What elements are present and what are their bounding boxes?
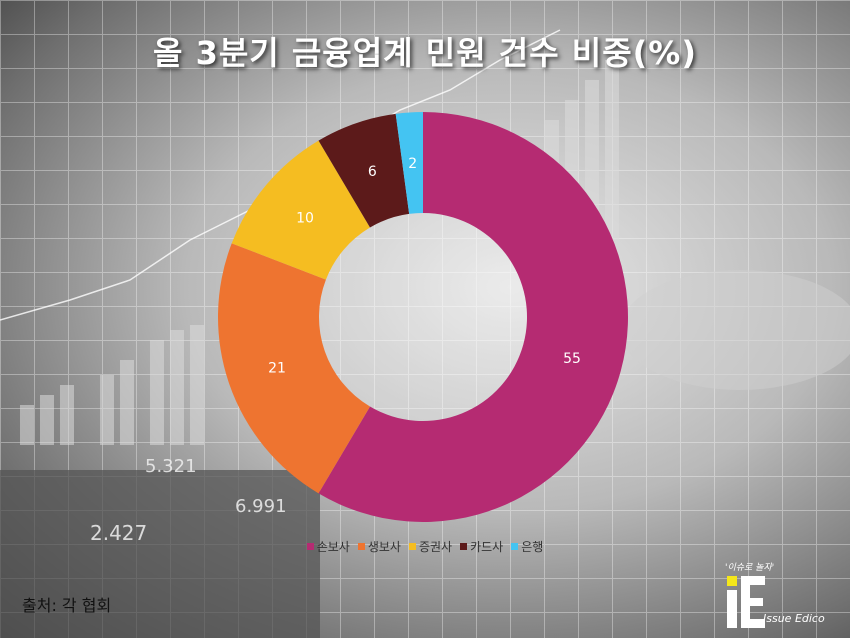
legend-label: 카드사 <box>470 540 504 554</box>
legend-item-손보사: 손보사 <box>306 538 350 555</box>
legend-swatch <box>357 543 365 550</box>
donut-hole <box>319 213 527 421</box>
svg-text:2.427: 2.427 <box>90 521 147 545</box>
legend-label: 손보사 <box>316 540 350 554</box>
legend-swatch <box>460 543 468 550</box>
chart-legend: 손보사 생보사 증권사 카드사 은행 <box>0 538 850 555</box>
legend-swatch <box>306 543 314 550</box>
legend-item-생보사: 생보사 <box>357 538 401 555</box>
data-label-카드사: 6 <box>368 164 377 180</box>
logo-tagline: '이슈로 놀자' <box>725 563 775 573</box>
data-label-증권사: 10 <box>296 210 314 226</box>
slice-카드사 <box>318 113 410 228</box>
issue-edico-logo: '이슈로 놀자' Issue Edico <box>725 560 835 630</box>
svg-text:6.991: 6.991 <box>235 496 287 517</box>
source-note: 출처: 각 협회 <box>22 596 112 615</box>
data-label-은행: 2 <box>408 156 417 172</box>
chart-title: 올 3분기 금융업계 민원 건수 비중(%) <box>152 34 697 72</box>
slice-생보사 <box>217 243 370 494</box>
legend-label: 은행 <box>521 540 544 554</box>
legend-item-증권사: 증권사 <box>408 538 453 555</box>
legend-swatch <box>408 543 416 550</box>
svg-text:5.321: 5.321 <box>145 456 197 477</box>
slice-은행 <box>395 112 423 214</box>
data-label-손보사: 55 <box>563 351 581 367</box>
legend-item-카드사: 카드사 <box>460 538 503 555</box>
legend-swatch <box>511 543 519 550</box>
slice-손보사 <box>318 112 628 523</box>
slice-증권사 <box>231 140 370 280</box>
legend-label: 생보사 <box>367 540 401 554</box>
legend-item-은행: 은행 <box>511 538 543 555</box>
logo-name: Issue Edico <box>763 612 825 625</box>
legend-label: 증권사 <box>418 540 453 554</box>
data-label-생보사: 21 <box>268 361 286 377</box>
logo-mark-icon <box>727 576 765 628</box>
